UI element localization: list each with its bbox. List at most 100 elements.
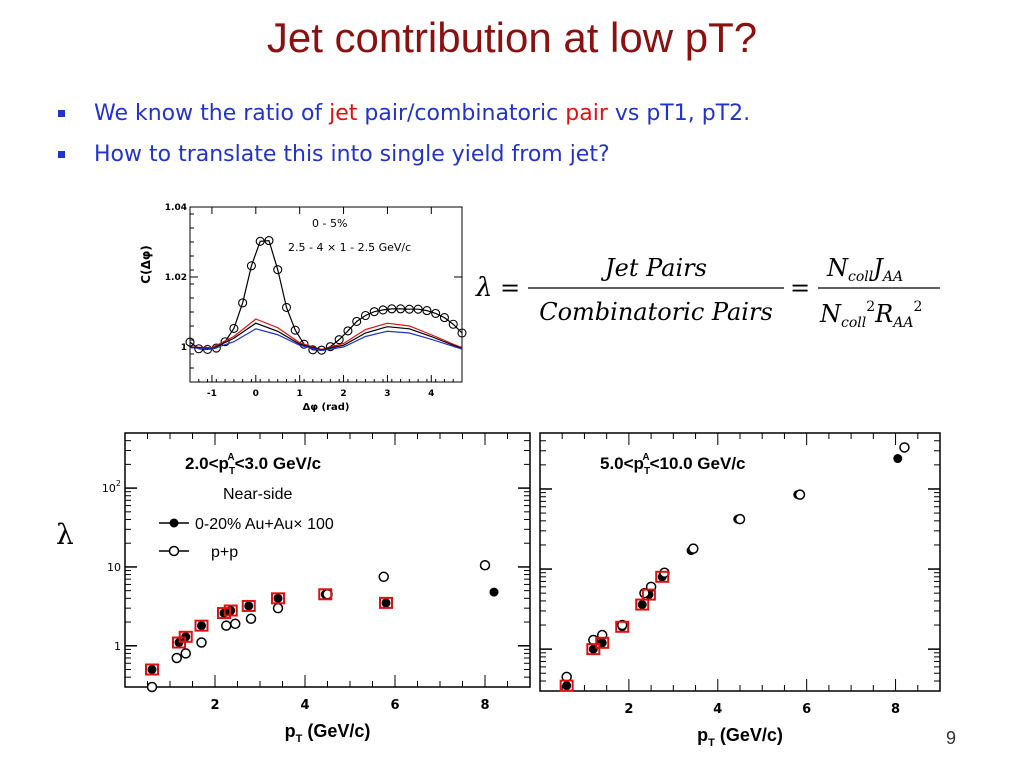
data-point [273, 265, 283, 275]
legend-marker-filled [169, 518, 179, 528]
x-tick-label: 8 [480, 698, 489, 713]
sys-error-box [178, 630, 193, 643]
data-point [290, 325, 300, 335]
lambda-axis-symbol: λ [56, 518, 74, 551]
data-point-pp [180, 648, 191, 659]
x-tick-label: 6 [390, 698, 399, 713]
data-point-pp [794, 489, 806, 500]
bullet-square-icon [58, 110, 65, 117]
y-tick-label: 102 [102, 479, 121, 495]
data-point-pp [688, 543, 699, 554]
data-point-pp [272, 602, 284, 614]
lambda-vs-pt-chart-low: 2 4 6 8 1 10 102 pT (GeV/c) 2.0<pTA<3.0 GeV/c Nea… [102, 432, 531, 745]
data-point [281, 302, 292, 312]
data-point [413, 304, 423, 314]
data-point-pp [196, 637, 207, 648]
data-point-auau [562, 681, 572, 691]
data-point [352, 316, 362, 326]
data-point-auau [197, 621, 206, 631]
data-point-auau [489, 587, 499, 597]
y-tick-label: 1.02 [165, 273, 187, 283]
x-tick-label: 0 [253, 389, 259, 399]
sys-error-box [595, 636, 610, 649]
bullet-text-1a: We know the ratio of [94, 101, 330, 126]
legend-label: p+p [211, 544, 238, 561]
x-tick-label: 2 [340, 389, 346, 399]
x-tick-label: -1 [207, 389, 217, 399]
x-tick-label: 4 [428, 389, 434, 399]
bullet-item: We know the ratio of jet pair/combinator… [48, 100, 750, 127]
formula-numerator-2: NcollJAA [826, 254, 903, 285]
bullet-text-2: How to translate this into single yield … [94, 142, 610, 167]
x-tick-label: 4 [713, 702, 722, 717]
sys-error-box [559, 679, 574, 692]
sys-error-box [615, 620, 630, 633]
series-line-0 [189, 239, 463, 351]
data-point-auau [893, 454, 903, 464]
data-point [220, 337, 230, 347]
data-point-pp [171, 652, 182, 664]
data-point [422, 306, 432, 316]
data-point [396, 304, 406, 314]
legend-marker-open [168, 545, 180, 557]
data-point [404, 304, 414, 314]
sys-error-box [318, 588, 333, 601]
bullet-text-1c: pair/combinatoric [357, 101, 566, 126]
x-axis-label: pT (GeV/c) [285, 721, 371, 745]
data-point [246, 261, 256, 271]
series-line-1 [189, 318, 463, 351]
data-point-pp [230, 618, 241, 630]
data-point [264, 236, 274, 246]
x-tick-label: 2 [210, 698, 219, 713]
data-point [369, 307, 379, 317]
bullet-list: We know the ratio of jet pair/combinator… [48, 100, 750, 182]
sys-error-box [586, 643, 601, 656]
x-axis-label: pT (GeV/c) [697, 725, 783, 749]
y-tick-label: 1 [114, 640, 121, 653]
data-point-auau [244, 601, 254, 611]
sys-error-box [271, 592, 285, 605]
plot-frame [189, 206, 463, 383]
bullet-text-1b: jet [329, 101, 358, 126]
x-tick-label: 4 [300, 698, 309, 713]
bullet-text-1d: pair [565, 101, 608, 126]
formula-numerator-1: Jet Pairs [600, 254, 707, 282]
data-point-pp [479, 560, 491, 571]
y-tick-label: 10 [107, 561, 121, 574]
formula-denominator-1: Combinatoric Pairs [539, 298, 773, 326]
data-point [229, 323, 239, 333]
y-tick-label: 1 [181, 343, 187, 353]
data-point [185, 337, 195, 347]
legend-label: 0-20% Au+Au× 100 [195, 516, 334, 533]
data-point-pp [245, 613, 257, 625]
bullet-text-1e: vs pT1, pT2. [607, 101, 751, 126]
data-point-pp [221, 620, 232, 631]
x-tick-label: 2 [624, 702, 633, 717]
x-tick-label: 6 [802, 702, 811, 717]
chart-title: 5.0<pTA<10.0 GeV/c [600, 452, 746, 477]
sys-error-box [655, 570, 670, 583]
x-axis-label: Δφ (rad) [302, 402, 349, 413]
sys-error-box [223, 604, 238, 617]
data-point [255, 236, 265, 246]
slide-title: Jet contribution at low pT? [266, 14, 758, 61]
data-point [457, 328, 467, 338]
sys-error-box [145, 663, 159, 676]
data-point-auau [637, 600, 647, 610]
x-tick-label: 1 [297, 389, 303, 399]
formula-equals-2: = [790, 274, 810, 302]
data-point [378, 305, 388, 315]
x-tick-label: 8 [891, 702, 900, 717]
correlation-chart: -1 0 1 2 3 4 1 1.02 1.04 Δφ (rad) C(Δφ) 0 - 5% 2.5 -… [139, 203, 467, 413]
annotation-pt-bins: 2.5 - 4 × 1 - 2.5 GeV/c [288, 241, 411, 254]
data-point-pp [734, 513, 746, 525]
annotation-centrality: 0 - 5% [312, 217, 347, 230]
sys-error-box [641, 588, 656, 601]
series-line-2 [189, 322, 463, 351]
data-point [387, 304, 397, 314]
series-line-3 [189, 328, 463, 352]
sys-error-box [194, 619, 209, 632]
formula-equals-1: = [500, 274, 520, 302]
data-point-auau [147, 665, 157, 675]
data-point [431, 308, 441, 318]
